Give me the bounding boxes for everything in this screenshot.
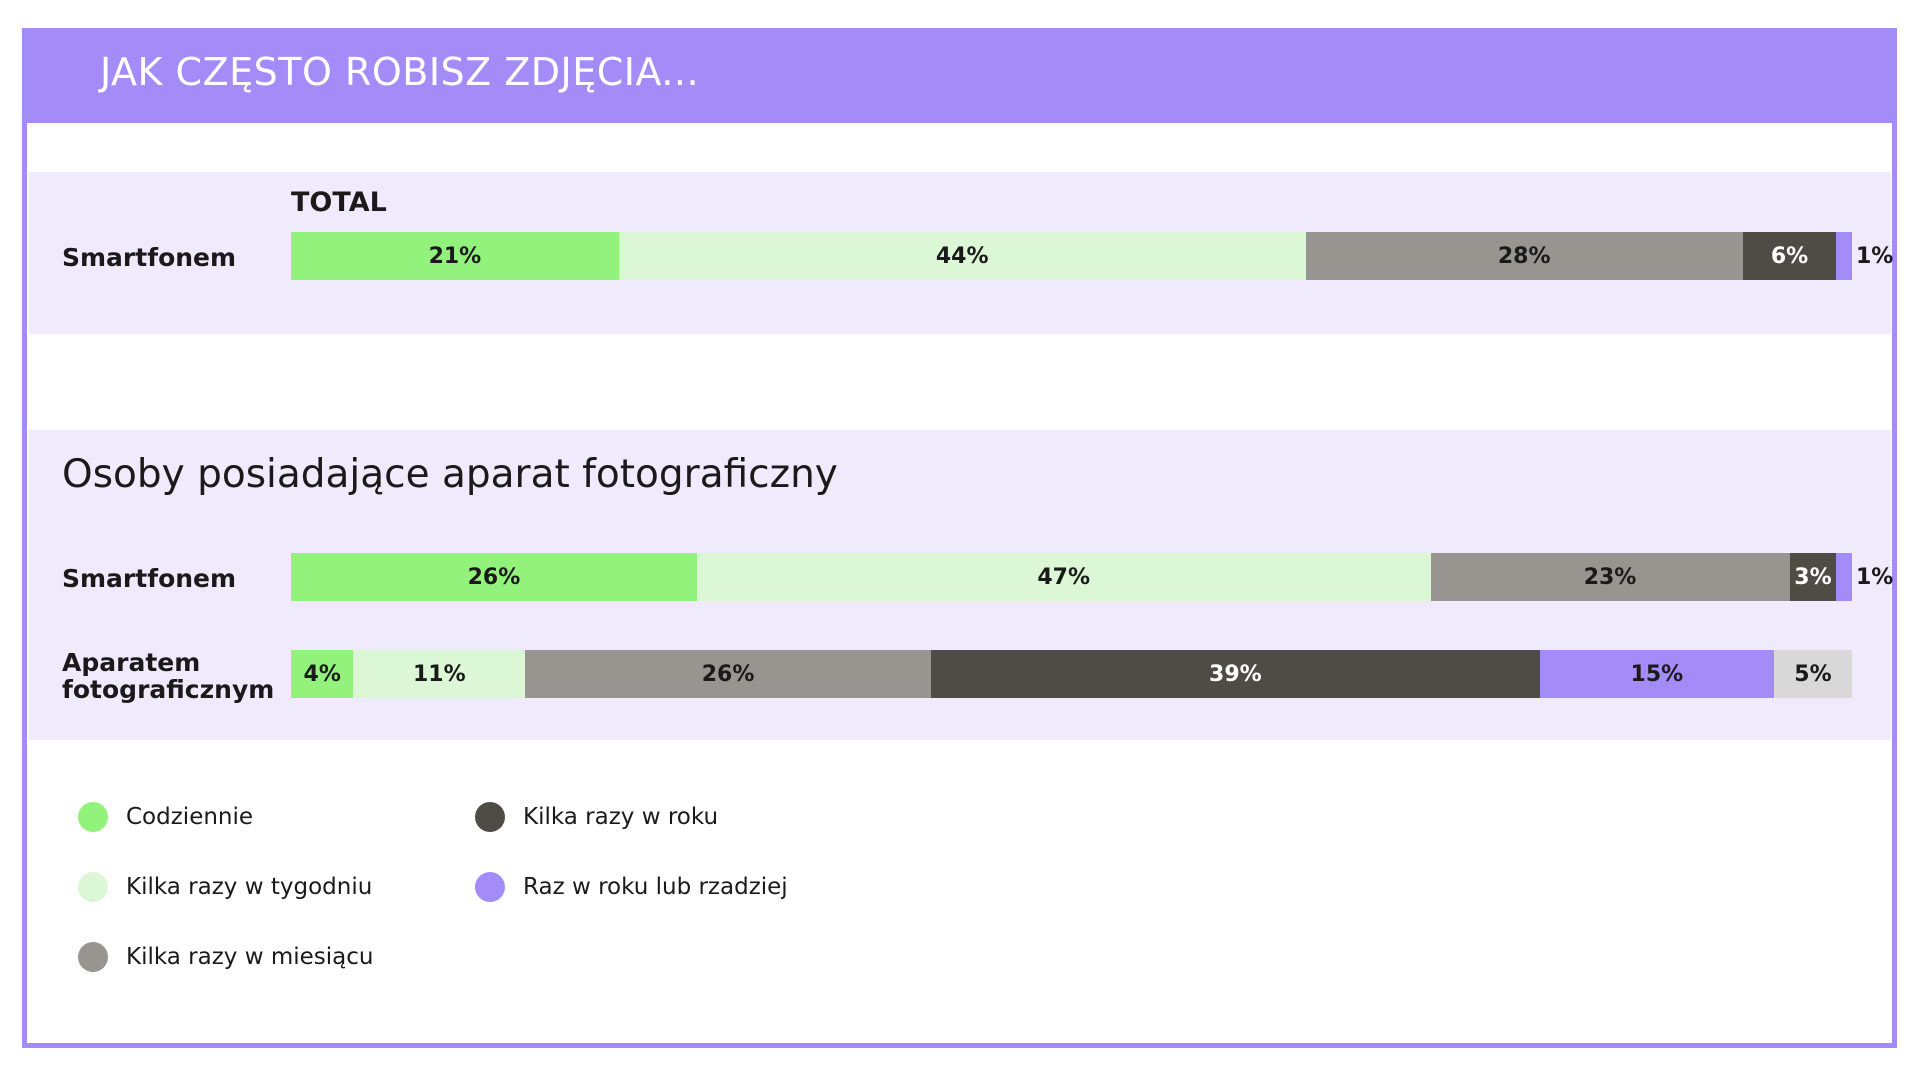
- bar-segment-owners-smartphone-4: 1%: [1836, 553, 1893, 601]
- data-label: 11%: [412, 661, 466, 687]
- legend-swatch-icon: [475, 872, 505, 902]
- data-label: 47%: [1037, 564, 1091, 590]
- legend-item: Kilka razy w tygodniu: [78, 870, 372, 904]
- row-label-owners-smartphone: Smartfonem: [62, 564, 237, 593]
- bar-segment-owners-camera-5: 5%: [1773, 650, 1852, 698]
- legend-label: Kilka razy w miesiącu: [126, 944, 374, 970]
- chart-title: JAK CZĘSTO ROBISZ ZDJĘCIA...: [100, 50, 700, 94]
- bar-segment-total-smartphone-4: 1%: [1836, 232, 1893, 280]
- legend-swatch-icon: [475, 802, 505, 832]
- bar-segment-owners-camera-4: 15%: [1539, 650, 1774, 698]
- bar-segment-owners-smartphone-3: 3%: [1789, 553, 1837, 601]
- data-label: 21%: [428, 243, 482, 269]
- data-label: 26%: [467, 564, 521, 590]
- chart-header: [22, 28, 1897, 123]
- legend-swatch-icon: [78, 802, 108, 832]
- data-label: 23%: [1583, 564, 1637, 590]
- data-label: 28%: [1497, 243, 1551, 269]
- data-label: 3%: [1794, 564, 1832, 590]
- data-label: 39%: [1209, 661, 1262, 687]
- chart-legend: Codziennie Kilka razy w tygodniu Kilka raz…: [78, 800, 838, 980]
- legend-label: Kilka razy w roku: [523, 804, 719, 830]
- total-group-label: TOTAL: [291, 187, 387, 218]
- legend-label: Codziennie: [126, 804, 254, 830]
- legend-swatch-icon: [78, 942, 108, 972]
- bar-segment-total-smartphone-1: 44%: [618, 232, 1306, 280]
- legend-label: Raz w roku lub rzadziej: [523, 874, 788, 900]
- legend-item: Kilka razy w roku: [475, 800, 718, 834]
- bar-owners-smartphone: 26% 47% 23% 3% 1%: [291, 553, 1893, 601]
- row-label-total-smartphone: Smartfonem: [62, 243, 237, 272]
- row-label-owners-camera: Aparatem fotograficznym: [62, 648, 275, 704]
- bar-segment-owners-smartphone-2: 23%: [1430, 553, 1790, 601]
- data-label: 15%: [1630, 661, 1684, 687]
- legend-item: Kilka razy w miesiącu: [78, 940, 374, 974]
- data-label: 5%: [1794, 661, 1832, 687]
- bar-segment-owners-smartphone-1: 47%: [696, 553, 1431, 601]
- bar-segment-owners-camera-2: 26%: [525, 650, 931, 698]
- data-label: 1%: [1855, 243, 1894, 269]
- data-label: 26%: [701, 661, 755, 687]
- bar-segment-total-smartphone-2: 28%: [1305, 232, 1743, 280]
- bar-segment-total-smartphone-3: 6%: [1742, 232, 1837, 280]
- legend-swatch-icon: [78, 872, 108, 902]
- legend-item: Codziennie: [78, 800, 253, 834]
- bar-segment-owners-camera-3: 39%: [931, 650, 1540, 698]
- owners-group-title: Osoby posiadające aparat fotograficzny: [62, 452, 838, 497]
- bar-segment-total-smartphone-0: 21%: [291, 232, 619, 280]
- legend-item: Raz w roku lub rzadziej: [475, 870, 788, 904]
- bar-segment-owners-camera-1: 11%: [353, 650, 526, 698]
- data-label: 6%: [1770, 243, 1809, 269]
- bar-owners-camera: 4% 11% 26% 39% 15% 5%: [291, 650, 1852, 698]
- data-label: 1%: [1855, 564, 1894, 590]
- bar-segment-owners-smartphone-0: 26%: [291, 553, 697, 601]
- bar-segment-owners-camera-0: 4%: [291, 650, 354, 698]
- data-label: 4%: [303, 661, 341, 687]
- legend-label: Kilka razy w tygodniu: [126, 874, 373, 900]
- data-label: 44%: [935, 243, 989, 269]
- bar-total-smartphone: 21% 44% 28% 6% 1%: [291, 232, 1893, 280]
